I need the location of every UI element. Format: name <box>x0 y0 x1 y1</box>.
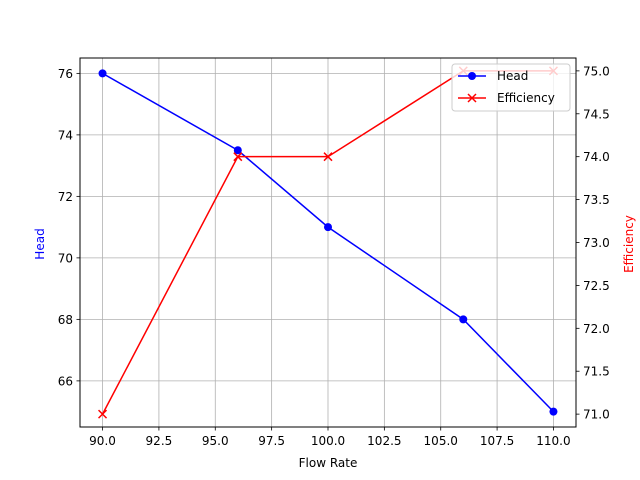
x-tick-label: 95.0 <box>202 434 229 448</box>
left-y-axis-ticks: 66 68 70 72 74 76 <box>58 67 80 388</box>
left-y-tick-label: 68 <box>58 313 73 327</box>
right-y-tick-label: 73.5 <box>583 193 610 207</box>
right-y-tick-label: 72.5 <box>583 279 610 293</box>
legend-label-head: Head <box>497 69 528 83</box>
left-y-tick-label: 70 <box>58 251 73 265</box>
right-y-axis-label: Efficiency <box>622 215 636 273</box>
left-y-axis-label: Head <box>33 228 47 259</box>
efficiency-data-point <box>323 152 333 162</box>
left-y-tick-label: 66 <box>58 374 73 388</box>
right-y-tick-label: 72.0 <box>583 322 610 336</box>
right-y-tick-label: 71.5 <box>583 365 610 379</box>
left-y-tick-label: 72 <box>58 190 73 204</box>
right-y-tick-label: 75.0 <box>583 64 610 78</box>
head-data-point <box>549 407 558 416</box>
x-axis-label: Flow Rate <box>299 456 358 470</box>
legend-label-efficiency: Efficiency <box>497 91 555 105</box>
x-tick-label: 90.0 <box>89 434 116 448</box>
x-tick-label: 105.0 <box>424 434 458 448</box>
x-tick-label: 107.5 <box>480 434 514 448</box>
grid-lines <box>80 58 576 427</box>
legend: Head Efficiency <box>451 63 571 112</box>
x-tick-label: 97.5 <box>258 434 285 448</box>
efficiency-data-point <box>233 152 243 162</box>
x-tick-label: 110.0 <box>536 434 570 448</box>
head-data-point <box>459 315 468 324</box>
head-data-point <box>98 69 107 78</box>
right-y-tick-label: 71.0 <box>583 408 610 422</box>
x-axis-ticks: 90.0 92.5 95.0 97.5 100.0 102.5 105.0 107.5 110.… <box>89 427 571 448</box>
head-data-point <box>324 223 332 232</box>
x-tick-label: 100.0 <box>311 434 345 448</box>
right-y-tick-label: 74.5 <box>583 107 610 121</box>
x-tick-label: 92.5 <box>146 434 173 448</box>
head-data-point <box>233 146 242 155</box>
left-y-tick-label: 74 <box>58 128 73 142</box>
right-y-tick-label: 74.0 <box>583 150 610 164</box>
efficiency-data-point <box>98 409 108 419</box>
legend-efficiency-marker <box>467 93 477 103</box>
left-y-tick-label: 76 <box>58 67 73 81</box>
legend-head-marker <box>468 72 476 80</box>
right-y-axis-ticks: 71.0 71.5 72.0 72.5 73.0 73.5 74.0 74.5 75.0 <box>576 64 610 422</box>
right-y-tick-label: 73.0 <box>583 236 610 250</box>
x-tick-label: 102.5 <box>367 434 401 448</box>
